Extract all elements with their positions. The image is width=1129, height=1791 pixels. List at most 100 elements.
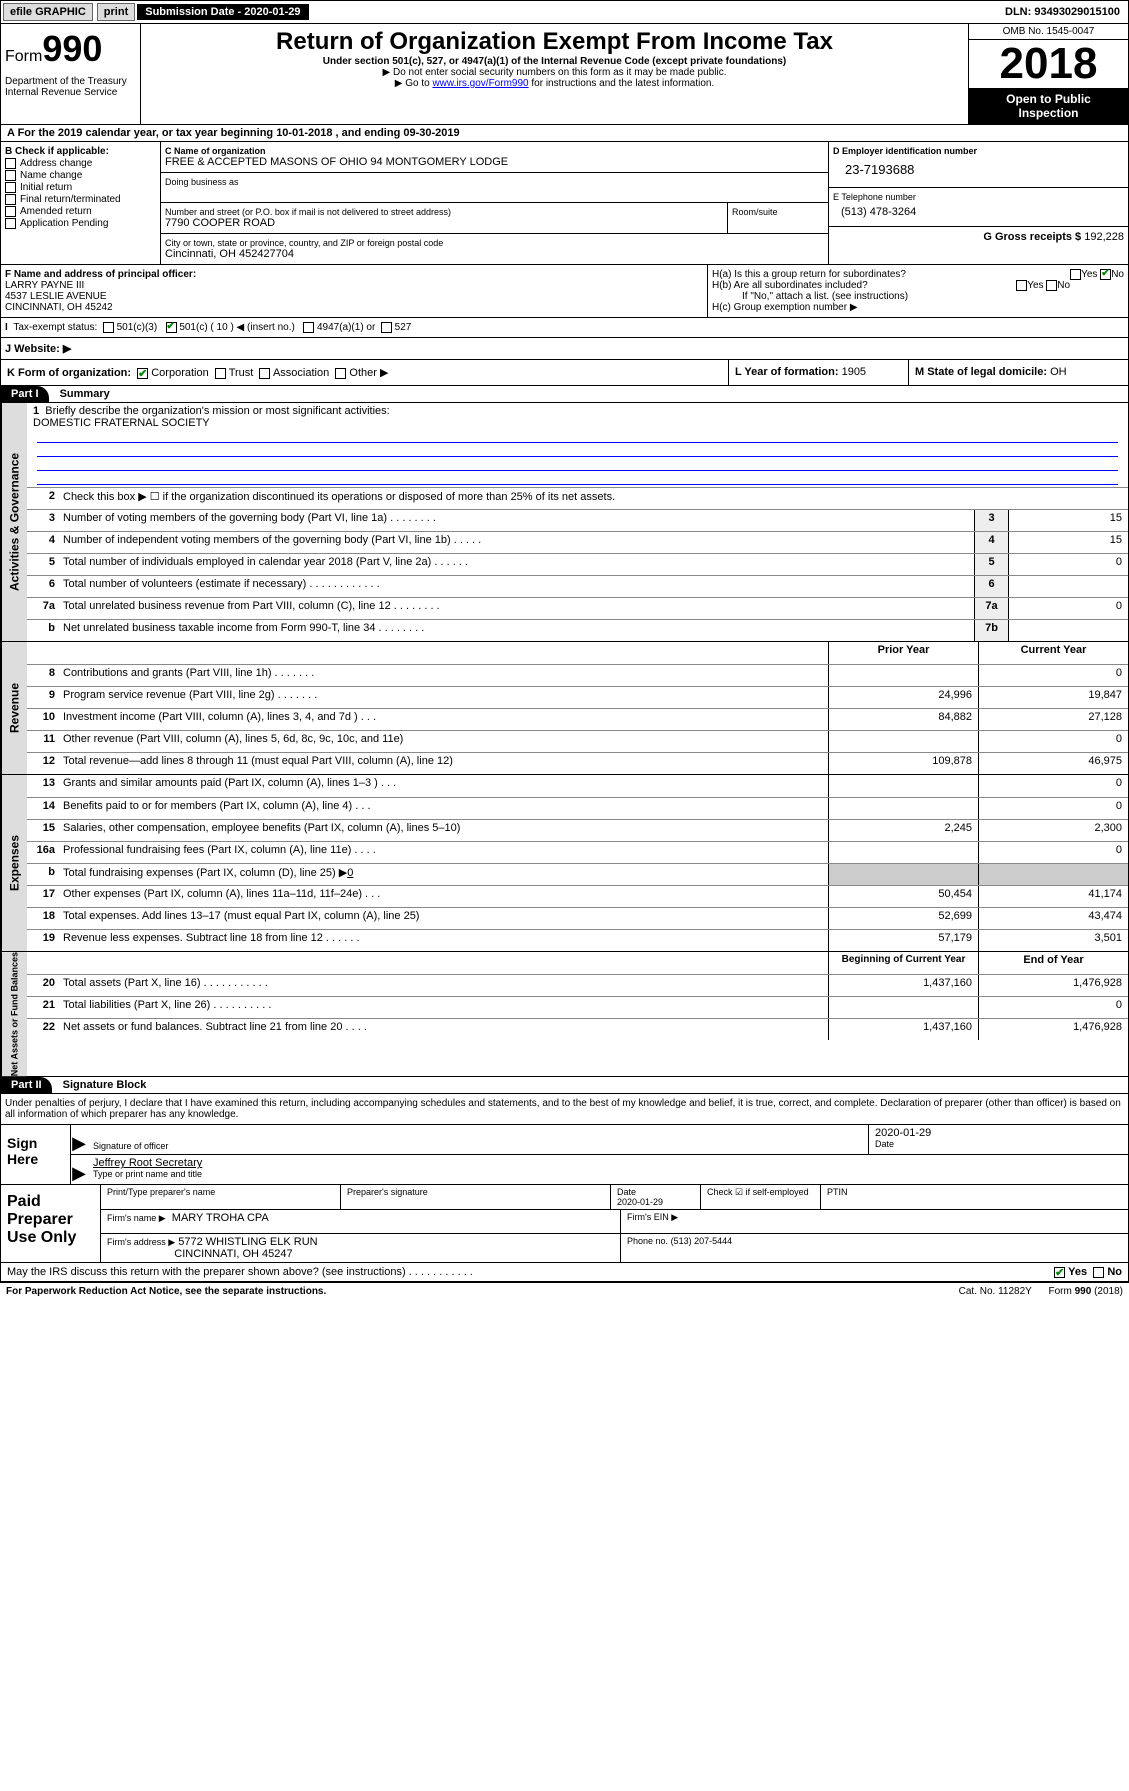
amended-checkbox[interactable] (5, 206, 16, 217)
v5: 0 (1008, 554, 1128, 575)
501c-checkbox[interactable] (166, 322, 177, 333)
ptin-label: PTIN (821, 1185, 1128, 1209)
date-label: Date (875, 1139, 1122, 1149)
efile-label[interactable]: efile GRAPHIC (3, 3, 93, 21)
paid-preparer-label: Paid Preparer Use Only (1, 1185, 101, 1262)
line15: Salaries, other compensation, employee b… (59, 820, 828, 841)
line9: Program service revenue (Part VIII, line… (59, 687, 828, 708)
hb-yes-checkbox[interactable] (1016, 280, 1027, 291)
p17: 50,454 (828, 886, 978, 907)
department-label: Department of the Treasury Internal Reve… (5, 76, 136, 98)
org-name: FREE & ACCEPTED MASONS OF OHIO 94 MONTGO… (165, 156, 824, 168)
self-employed-check: Check ☑ if self-employed (701, 1185, 821, 1209)
ha-yes-checkbox[interactable] (1070, 269, 1081, 280)
v4: 15 (1008, 532, 1128, 553)
c17: 41,174 (978, 886, 1128, 907)
other-checkbox[interactable] (335, 368, 346, 379)
c16a: 0 (978, 842, 1128, 863)
phone-value: (513) 207-5444 (671, 1236, 733, 1246)
officer-addr2: CINCINNATI, OH 45242 (5, 302, 703, 313)
print-button[interactable]: print (97, 3, 135, 21)
v6 (1008, 576, 1128, 597)
p14 (828, 798, 978, 819)
firm-name-label: Firm's name ▶ (107, 1213, 166, 1223)
eoy-header: End of Year (978, 952, 1128, 974)
line4: Number of independent voting members of … (59, 532, 974, 553)
org-name-label: C Name of organization (165, 146, 824, 156)
gross-label: G Gross receipts $ (983, 231, 1081, 243)
initial-return-checkbox[interactable] (5, 182, 16, 193)
prep-name-label: Print/Type preparer's name (101, 1185, 341, 1209)
current-year-header: Current Year (978, 642, 1128, 664)
hb-label: H(b) Are all subordinates included? (712, 280, 868, 291)
expenses-section: Expenses 13Grants and similar amounts pa… (0, 775, 1129, 952)
hc-label: H(c) Group exemption number ▶ (712, 302, 1124, 313)
4947-checkbox[interactable] (303, 322, 314, 333)
c21: 0 (978, 997, 1128, 1018)
irs-link[interactable]: www.irs.gov/Form990 (432, 78, 528, 89)
line16b: Total fundraising expenses (Part IX, col… (59, 864, 828, 885)
c19: 3,501 (978, 930, 1128, 951)
p22: 1,437,160 (828, 1019, 978, 1040)
tax-period: A For the 2019 calendar year, or tax yea… (0, 125, 1129, 142)
sig-date: 2020-01-29 (875, 1127, 1122, 1139)
hb-no-checkbox[interactable] (1046, 280, 1057, 291)
assoc-checkbox[interactable] (259, 368, 270, 379)
line11: Other revenue (Part VIII, column (A), li… (59, 731, 828, 752)
type-name-label: Type or print name and title (93, 1169, 1122, 1179)
name-change-checkbox[interactable] (5, 170, 16, 181)
prep-date-label: Date (617, 1187, 636, 1197)
c11: 0 (978, 731, 1128, 752)
firm-name: MARY TROHA CPA (172, 1212, 269, 1224)
discuss-no-checkbox[interactable] (1093, 1267, 1104, 1278)
net-assets-side-label: Net Assets or Fund Balances (1, 952, 27, 1076)
form-title: Return of Organization Exempt From Incom… (145, 28, 964, 56)
paperwork-notice: For Paperwork Reduction Act Notice, see … (6, 1286, 326, 1297)
line18: Total expenses. Add lines 13–17 (must eq… (59, 908, 828, 929)
year-formation: 1905 (842, 366, 866, 378)
year-formation-label: L Year of formation: (735, 366, 839, 378)
trust-checkbox[interactable] (215, 368, 226, 379)
line19: Revenue less expenses. Subtract line 18 … (59, 930, 828, 951)
c18: 43,474 (978, 908, 1128, 929)
line8: Contributions and grants (Part VIII, lin… (59, 665, 828, 686)
line10: Investment income (Part VIII, column (A)… (59, 709, 828, 730)
sign-here-block: Sign Here ▶ Signature of officer 2020-01… (0, 1125, 1129, 1185)
v7b (1008, 620, 1128, 641)
p21 (828, 997, 978, 1018)
part1-title: Summary (52, 386, 118, 402)
addr-change-checkbox[interactable] (5, 158, 16, 169)
hb-note: If "No," attach a list. (see instruction… (712, 291, 1124, 302)
cat-no: Cat. No. 11282Y (959, 1286, 1032, 1297)
part2-title: Signature Block (55, 1077, 155, 1093)
discuss-yes-checkbox[interactable] (1054, 1267, 1065, 1278)
p19: 57,179 (828, 930, 978, 951)
firm-addr2: CINCINNATI, OH 45247 (174, 1248, 292, 1260)
final-return-checkbox[interactable] (5, 194, 16, 205)
firm-addr1: 5772 WHISTLING ELK RUN (178, 1236, 317, 1248)
firm-ein-label: Firm's EIN ▶ (621, 1210, 1128, 1233)
officer-printed-name: Jeffrey Root Secretary (93, 1157, 202, 1169)
c22: 1,476,928 (978, 1019, 1128, 1040)
open-public-badge: Open to Public Inspection (969, 88, 1128, 124)
ha-no-checkbox[interactable] (1100, 269, 1111, 280)
v7a: 0 (1008, 598, 1128, 619)
discuss-text: May the IRS discuss this return with the… (7, 1266, 473, 1278)
top-toolbar: efile GRAPHIC print Submission Date - 20… (0, 0, 1129, 24)
org-info-block: B Check if applicable: Address change Na… (0, 142, 1129, 265)
ein-label: D Employer identification number (833, 146, 1124, 156)
app-pending-checkbox[interactable] (5, 218, 16, 229)
tax-exempt-row: I Tax-exempt status: 501(c)(3) 501(c) ( … (0, 318, 1129, 338)
p15: 2,245 (828, 820, 978, 841)
dba-label: Doing business as (165, 177, 824, 187)
c15: 2,300 (978, 820, 1128, 841)
501c3-checkbox[interactable] (103, 322, 114, 333)
corp-checkbox[interactable] (137, 368, 148, 379)
part2-badge: Part II (1, 1077, 52, 1093)
line6: Total number of volunteers (estimate if … (59, 576, 974, 597)
sig-arrow-icon: ▶ (71, 1125, 87, 1154)
perjury-statement: Under penalties of perjury, I declare th… (0, 1094, 1129, 1125)
527-checkbox[interactable] (381, 322, 392, 333)
k-label: K Form of organization: (7, 367, 131, 379)
domicile-label: M State of legal domicile: (915, 366, 1047, 378)
